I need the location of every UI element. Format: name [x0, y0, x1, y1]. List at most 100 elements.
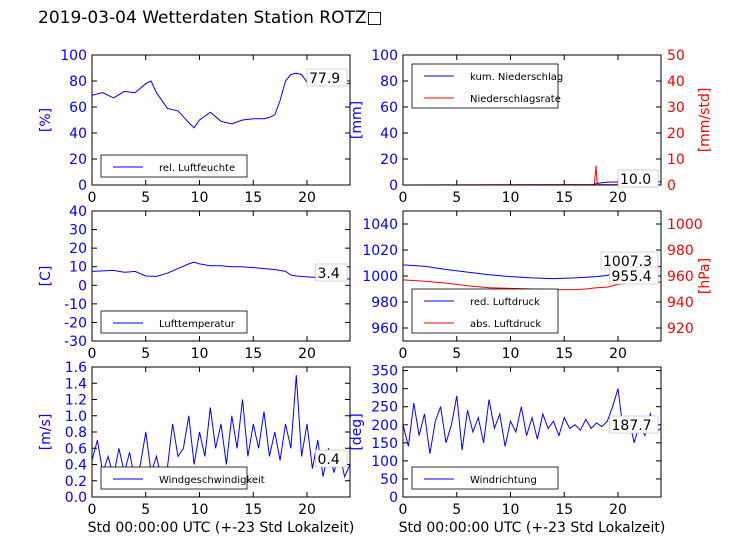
x-tick-label: 20: [298, 190, 316, 206]
chart-humidity: 0 5 10 15 20 0 20 40 60 80 100 [%] rel. Luftfeuchte 7…: [38, 48, 351, 206]
chart-precip: 0 5 10 15 20 0 20 40 60 80 100 0 10 20 30 40 50 [mm/std] […: [349, 48, 713, 206]
x-tick-label: 0: [399, 346, 408, 362]
y-tick-label: 1.2: [65, 393, 87, 409]
y-tick-label: 40: [380, 126, 398, 142]
y2-tick-label: 30: [667, 100, 685, 116]
y2-tick-label: 980: [667, 243, 694, 259]
x-tick-label: 15: [244, 346, 262, 362]
series-group: [92, 375, 350, 483]
y-tick-label: 300: [371, 382, 398, 398]
plot-frame: [91, 210, 351, 342]
x-tick-label: 5: [141, 502, 150, 518]
y2-tick-label: 10: [667, 152, 685, 168]
y-axis-label: [mm]: [349, 101, 365, 139]
y-tick-label: 350: [371, 364, 398, 380]
y-tick-label: 980: [371, 295, 398, 311]
x-tick-label: 15: [244, 190, 262, 206]
legend-box: [100, 154, 248, 178]
y-tick-label: 0: [78, 178, 87, 194]
y-tick-label: 40: [69, 126, 87, 142]
chart-windspeed: 0 5 10 15 200.00.20.40.60.81.01.21.41.6[m/s]…: [38, 360, 354, 536]
latest-value: 3.4: [318, 266, 340, 282]
latest-value-2-box: [609, 266, 659, 285]
y-tick-label: 1040: [362, 217, 398, 233]
legend: rel. Luftfeuchte: [100, 154, 248, 178]
latest-value-box: [315, 449, 348, 468]
series-line-temperature-0: [92, 261, 350, 280]
x-axis-label: Std 00:00:00 UTC (+-23 Std Lokalzeit): [399, 520, 666, 536]
y2-tick-label: 940: [667, 295, 694, 311]
legend-label: Windrichtung: [470, 475, 537, 486]
y2-tick-label: 0: [667, 178, 676, 194]
y-tick-label: 0.2: [65, 474, 87, 490]
y-tick-label: 0: [389, 178, 398, 194]
page-title: 2019-03-04 Wetterdaten Station ROTZ□: [38, 8, 383, 28]
x-tick-label: 20: [609, 190, 627, 206]
y-tick-label: 40: [69, 204, 87, 220]
legend-box: [100, 466, 248, 490]
series-line-winddir-0: [403, 388, 661, 454]
series-group: [92, 261, 350, 280]
plot-frame: [402, 366, 662, 498]
y-tick-label: 20: [69, 241, 87, 257]
y-tick-label: 60: [380, 100, 398, 116]
legend-box: [411, 288, 559, 334]
y-tick-label: 30: [69, 223, 87, 239]
y-tick-label: 250: [371, 400, 398, 416]
x-tick-label: 10: [502, 190, 520, 206]
y-tick-label: 0.6: [65, 441, 87, 457]
y2-tick-label: 1000: [667, 217, 703, 233]
x-tick-label: 0: [88, 502, 97, 518]
x-tick-label: 20: [609, 346, 627, 362]
latest-value-box: [609, 415, 659, 434]
latest-value: 187.7: [612, 418, 652, 434]
y-tick-label: 10: [69, 260, 87, 276]
latest-value-box: [306, 68, 348, 87]
legend-box: [411, 63, 559, 109]
x-tick-label: 5: [452, 502, 461, 518]
y-tick-label: -20: [64, 315, 87, 331]
y-tick-label: 1.6: [65, 360, 87, 376]
x-tick-label: 20: [609, 502, 627, 518]
legend-box: [100, 310, 248, 334]
x-tick-label: 10: [191, 346, 209, 362]
y-tick-label: 20: [380, 152, 398, 168]
y-tick-label: 0.4: [65, 458, 87, 474]
y-tick-label: -10: [64, 297, 87, 313]
chart-temperature: 0 5 10 15 20 -30 -20 -10 0 10 20 30 40 [C] Lufttempera…: [38, 204, 351, 362]
series-group: [403, 388, 661, 454]
y-tick-label: 100: [371, 454, 398, 470]
y-tick-label: 50: [380, 472, 398, 488]
y-tick-label: 0: [389, 490, 398, 506]
legend-box: [411, 466, 559, 490]
x-tick-label: 15: [555, 190, 573, 206]
y-tick-label: 100: [371, 48, 398, 64]
y2-tick-label: 920: [667, 321, 694, 337]
plot-frame: [91, 54, 351, 186]
chart-pressure: 0 5 10 15 20 960 980 1000 1020 1040 920 940 960 980 10…: [362, 210, 713, 362]
x-tick-label: 0: [88, 190, 97, 206]
latest-value: 10.0: [620, 172, 651, 188]
latest-value: 77.9: [309, 71, 340, 87]
y-axis-label: [C]: [38, 266, 54, 287]
x-tick-label: 20: [298, 346, 316, 362]
y-axis-label: [m/s]: [38, 414, 54, 451]
x-tick-label: 15: [555, 502, 573, 518]
y2-tick-label: 20: [667, 126, 685, 142]
legend-label: abs. Luftdruck: [470, 319, 541, 330]
series-group: [92, 72, 350, 129]
y-axis-label: [%]: [38, 108, 54, 132]
y-tick-label: 1000: [362, 269, 398, 285]
y-tick-label: 1.0: [65, 409, 87, 425]
latest-value: 1007.3: [603, 254, 652, 270]
legend-label: Niederschlagsrate: [470, 94, 561, 105]
x-tick-label: 5: [141, 346, 150, 362]
y2-tick-label: 960: [667, 269, 694, 285]
legend: Lufttemperatur: [100, 310, 248, 334]
legend: Windrichtung: [411, 466, 559, 490]
x-tick-label: 10: [502, 346, 520, 362]
legend-label: kum. Niederschlag: [470, 72, 563, 83]
y-tick-label: 0.0: [65, 490, 87, 506]
legend-label: red. Luftdruck: [470, 297, 540, 308]
